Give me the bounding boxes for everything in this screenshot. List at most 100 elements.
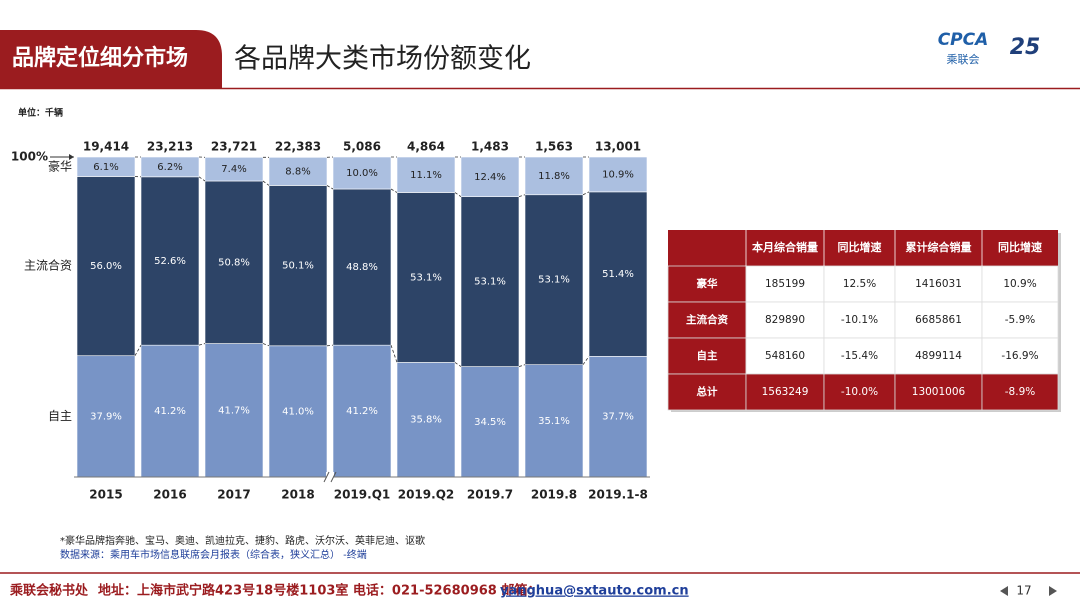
data-label: 35.8% [410,415,442,426]
bar-segment [76,355,136,478]
data-label: 35.1% [538,416,570,427]
total-label: 22,383 [275,140,321,154]
bar-segment [460,156,520,197]
data-label: 50.8% [218,257,250,268]
connector-line [134,344,142,356]
table-cell [894,301,983,339]
x-tick-label: 2015 [89,488,122,502]
total-label: 23,213 [147,140,193,154]
bar-segment [76,176,136,357]
data-label: 11.8% [538,171,570,182]
footer-org: 乘联会秘书处 [9,583,89,599]
total-label: 5,086 [343,140,381,154]
bar-segment [332,188,392,346]
table-cell [823,337,896,375]
data-label: 7.4% [221,164,246,175]
connector-line [390,188,398,193]
data-label: 41.2% [154,406,186,417]
footnote: *豪华品牌指奔驰、宝马、奥迪、凯迪拉克、捷豹、路虎、沃尔沃、英菲尼迪、讴歌 [60,534,425,547]
table-cell [667,373,747,411]
data-label: 12.4% [474,172,506,183]
bar-segment [268,345,328,478]
data-label: 37.7% [602,412,634,423]
data-label: 6.1% [93,162,118,173]
data-label: 50.1% [282,261,314,272]
table-cell [823,265,896,303]
bar-segment [268,185,328,347]
data-label: 56.0% [90,261,122,272]
x-tick-label: 2017 [217,488,250,502]
x-tick-label: 2019.Q2 [398,488,455,502]
connector-line [454,362,462,367]
table-cell [823,301,896,339]
connector-line [390,345,398,363]
x-tick-label: 2019.1-8 [588,488,648,502]
subtitle: 各品牌大类市场份额变化 [234,44,531,75]
y-tick-label: 100% [11,150,48,164]
bar-segment [204,157,264,182]
connector-line [198,176,206,182]
table-cell-text: 主流合资 [686,313,728,326]
table-cell-text: 4899114 [915,350,962,362]
table-cell-text: 豪华 [697,277,718,290]
x-tick-label: 2018 [281,488,314,502]
connector-line [262,180,270,186]
bar-segment [588,156,648,193]
connector-line [582,356,590,365]
data-label: 34.5% [474,417,506,428]
table-cell-text: 自主 [697,349,718,362]
data-label: 8.8% [285,166,310,177]
legend-label: 自主 [48,409,72,423]
data-label: 37.9% [90,411,122,422]
table-cell-text: 1563249 [762,386,809,398]
legend-label: 主流合资 [24,258,72,273]
data-label: 6.2% [157,162,182,173]
bar-segment [76,156,136,177]
footer-contact: 地址：上海市武宁路423号18号楼1103室 电话：021-52680968 邮… [98,583,540,599]
table-cell [981,373,1059,411]
data-label: 53.1% [410,272,442,283]
table-cell-text: -15.4% [841,350,878,362]
table-cell [981,265,1059,303]
connector-line [326,344,334,347]
bar-segment [204,180,264,344]
table-cell-text: 总计 [697,385,718,398]
table-cell-text: 1416031 [915,278,962,290]
anniversary-logo: 25 [1010,35,1041,60]
table-cell-text: 13001006 [912,386,966,398]
data-label: 11.1% [410,170,442,181]
data-label: 51.4% [602,269,634,280]
table-cell [981,301,1059,339]
connector-line [454,192,462,198]
connector-line [582,191,590,196]
table-header-bg [668,230,1058,266]
next-arrow[interactable] [1049,586,1057,596]
prev-arrow[interactable] [1000,586,1008,596]
table-cell [667,265,747,303]
legend-label: 豪华 [48,158,72,173]
total-label: 23,721 [211,140,257,154]
table-cell [894,373,983,411]
footer-email[interactable]: yanghua@sxtauto.com.cn [500,584,689,599]
data-label: 41.0% [282,406,314,417]
bar-segment [460,366,520,478]
axis-break-gap [326,472,334,482]
bar-segment [332,156,392,190]
arrow-head [69,154,74,160]
total-label: 4,864 [407,140,445,154]
table-cell-text: 548160 [765,350,805,362]
table-cell-text: -10.0% [841,386,878,398]
title-banner [0,30,222,88]
bar-segment [588,356,648,478]
table-cell [823,373,896,411]
logo-brand: CPCA [938,30,989,50]
connector-line [198,343,206,346]
axis-break [330,471,337,483]
data-label: 48.8% [346,262,378,273]
table-cell-text: 185199 [765,278,805,290]
bar-segment [460,196,520,367]
bar-segment [396,362,456,478]
table-cell [894,265,983,303]
unit: 单位：千辆 [18,107,63,119]
data-label: 41.2% [346,406,378,417]
